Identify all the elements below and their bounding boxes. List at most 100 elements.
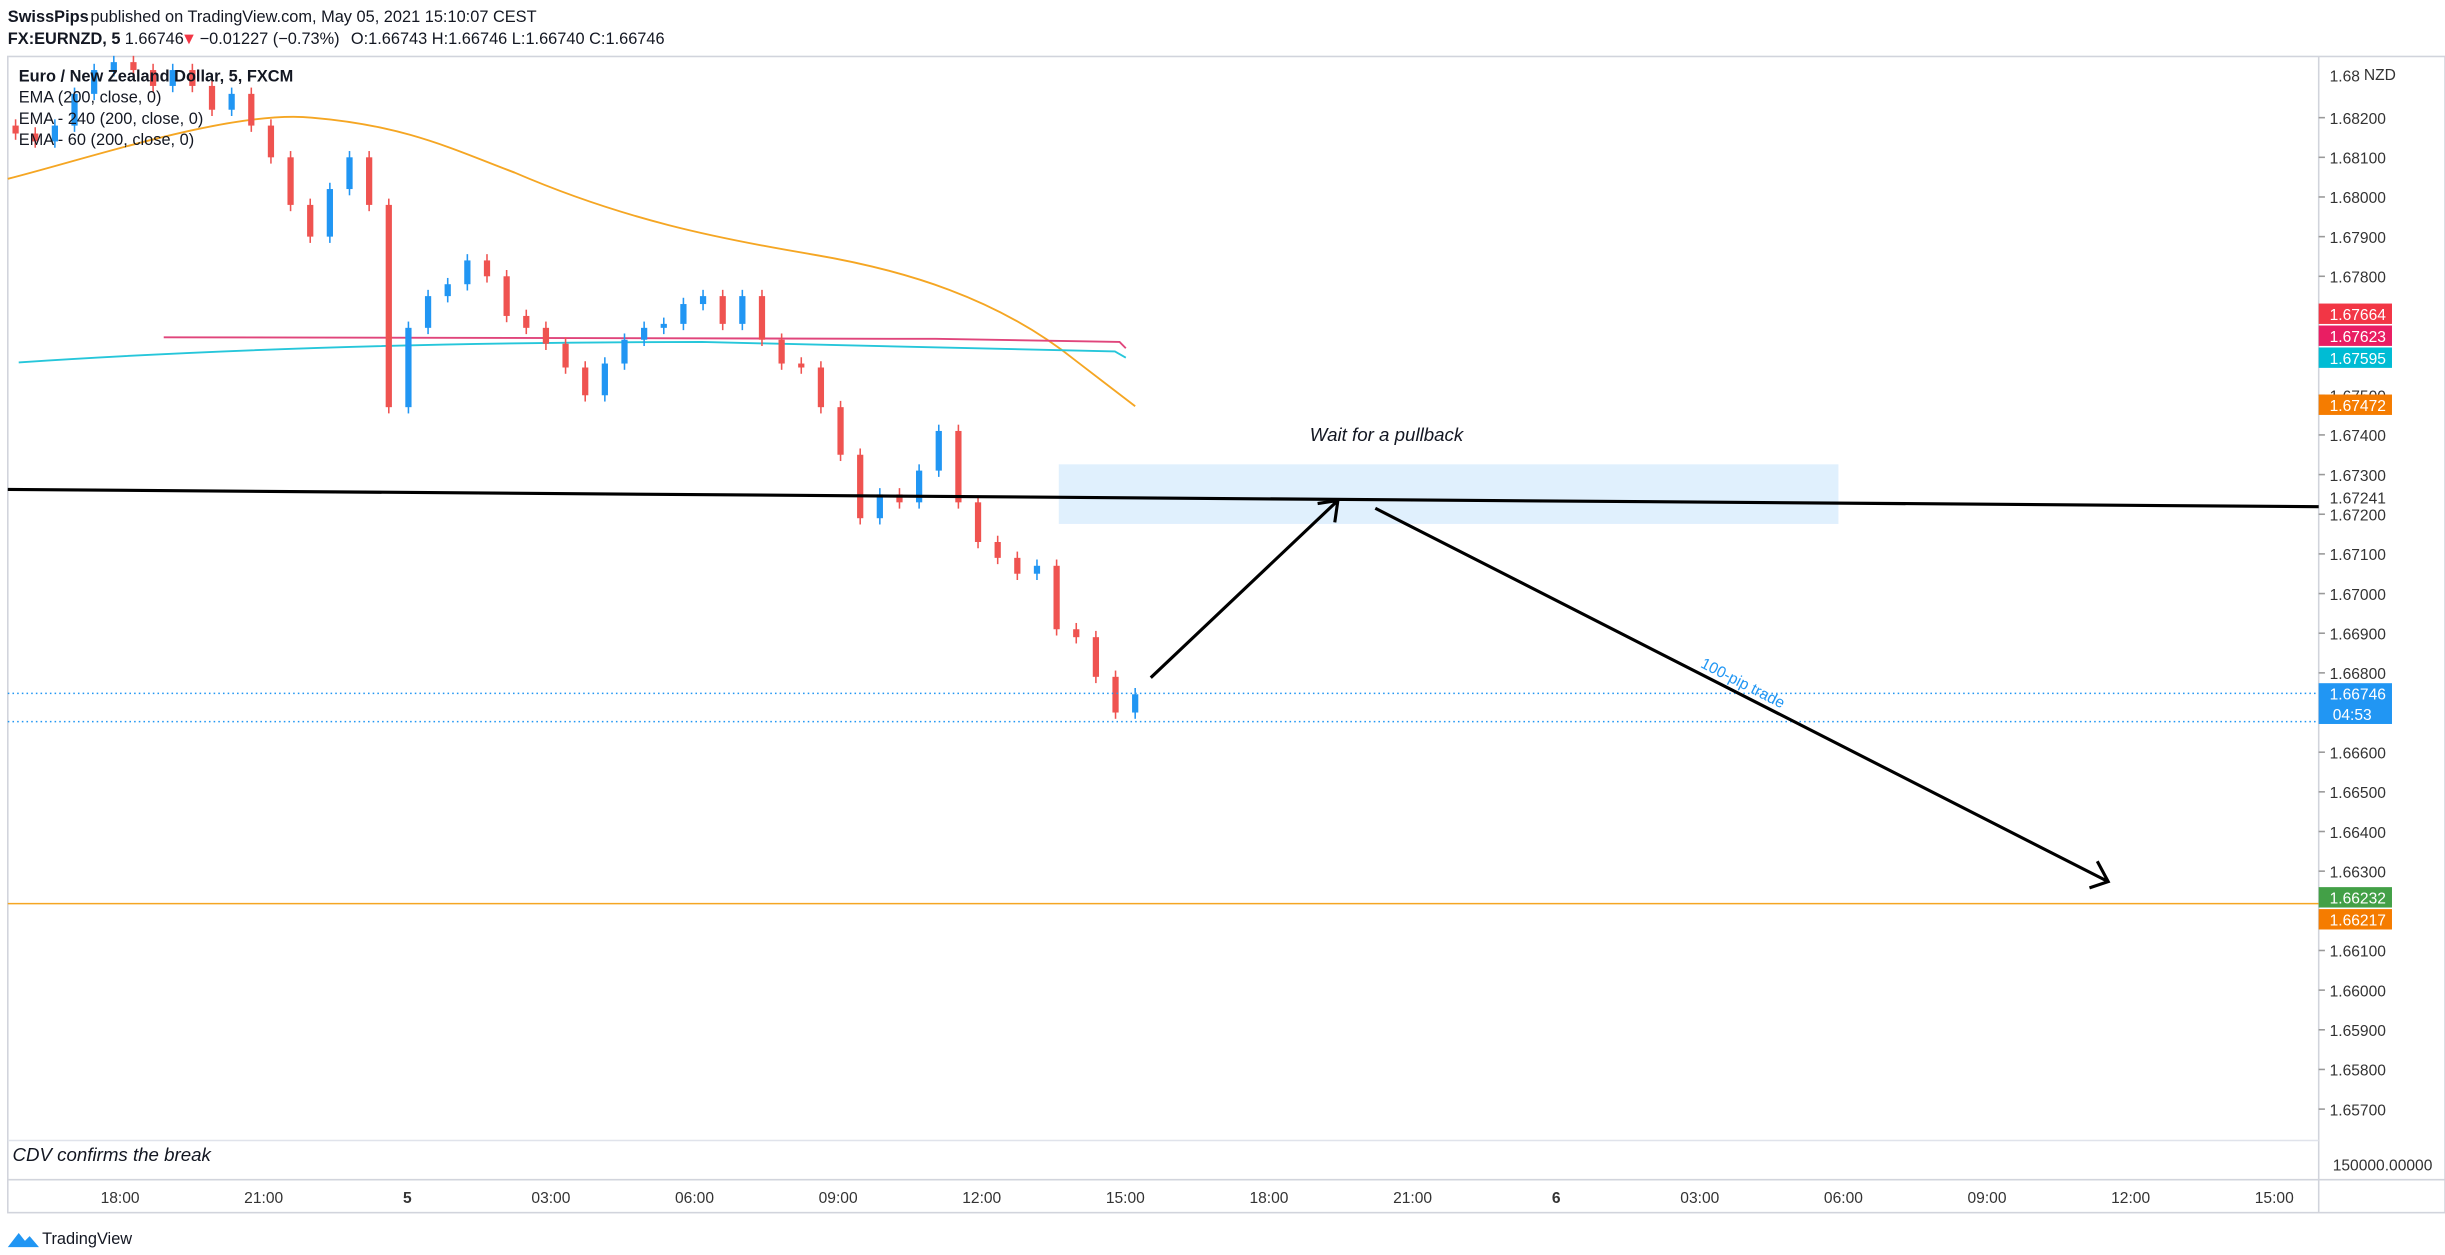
candle-body (523, 315, 530, 328)
change: −0.01227 (−0.73%) (200, 30, 340, 48)
ohlc: O:1.66743 H:1.66746 L:1.66740 C:1.66746 (351, 30, 665, 48)
time-label: 03:00 (1680, 1190, 1719, 1207)
price-tag (2318, 347, 2392, 368)
candle-body (699, 296, 707, 305)
candle-body (1073, 629, 1080, 638)
price-label: 1.68000 (2330, 190, 2387, 207)
price-tag-text: 1.66232 (2330, 891, 2386, 908)
price-label: 1.67800 (2330, 270, 2387, 287)
candle-body (798, 363, 805, 368)
candle-body (71, 93, 78, 126)
author: SwissPips (8, 8, 89, 26)
ema-orange (7, 115, 1136, 408)
candle-body (424, 296, 432, 328)
price-label: 1.66500 (2330, 785, 2387, 802)
price-label: 1.66900 (2330, 626, 2387, 643)
candle-body (994, 541, 1001, 558)
candle-body (660, 323, 667, 328)
candle-body (483, 260, 491, 277)
candle-body (1014, 557, 1021, 574)
candle-body (444, 284, 451, 297)
candle-body (915, 470, 923, 503)
candle-body (1092, 637, 1100, 677)
candle-body (739, 296, 746, 324)
candle-body (503, 276, 510, 316)
candle-body (32, 133, 39, 142)
price-label: 1.66400 (2330, 825, 2387, 842)
candle-body (935, 430, 942, 471)
time-label: 18:00 (1249, 1190, 1288, 1207)
time-label: 18:00 (101, 1190, 140, 1207)
price-label: 1.67100 (2330, 547, 2387, 564)
countdown: 04:53 (2333, 707, 2372, 724)
candle-body (1132, 694, 1139, 713)
candle-body (366, 157, 373, 205)
time-label: 15:00 (2255, 1190, 2294, 1207)
time-label: 09:00 (1968, 1190, 2007, 1207)
price-label: 1.65900 (2330, 1023, 2387, 1040)
candle-body (1112, 676, 1119, 713)
candle-body (385, 204, 392, 408)
candle-body (955, 430, 962, 503)
candle-body (169, 70, 176, 86)
price-label: 1.67900 (2330, 230, 2387, 247)
candle-body (267, 125, 275, 158)
candle-body (562, 343, 569, 368)
price-label: 1.66000 (2330, 983, 2387, 1000)
chart-frame (7, 55, 2445, 1214)
price-tag-text: 1.66746 (2330, 687, 2386, 704)
pullback-note: Wait for a pullback (1310, 424, 1465, 445)
price-top: 1.68 (2330, 69, 2361, 86)
candle-body (189, 70, 196, 86)
down-arrow-drawing (1374, 506, 2111, 890)
time-label: 15:00 (1106, 1190, 1145, 1207)
legend-entry: Euro / New Zealand Dollar, 5, FXCM (19, 68, 293, 86)
candle-body (228, 93, 235, 110)
time-label: 06:00 (675, 1190, 714, 1207)
time-label: 12:00 (962, 1190, 1001, 1207)
candle-body (876, 494, 883, 519)
time-label: 21:00 (1393, 1190, 1432, 1207)
up-arrow (1149, 498, 1340, 679)
candle-body (307, 204, 314, 237)
price-label: 1.67200 (2330, 507, 2387, 524)
price-label: 1.68200 (2330, 111, 2387, 128)
price-label: 1.65800 (2330, 1063, 2387, 1080)
time-label: 5 (403, 1190, 412, 1207)
price-axis: 1.68 NZD 1.68200 1.68100 1.68000 1.67900 1.678… (2318, 67, 2433, 1174)
candle-body (601, 363, 608, 396)
time-label: 12:00 (2111, 1190, 2150, 1207)
candle-body (110, 62, 117, 71)
candle-body (542, 327, 550, 344)
price-label: 1.67000 (2330, 587, 2387, 604)
price-tag (2318, 303, 2392, 324)
price-tag-text: 1.67623 (2330, 329, 2386, 346)
candle-body (405, 327, 412, 408)
price-tag (2318, 683, 2392, 724)
published: published on TradingView.com, May 05, 20… (90, 8, 536, 26)
time-label: 06:00 (1824, 1190, 1863, 1207)
price-label: 1.66100 (2330, 944, 2387, 961)
footer: TradingView (42, 1230, 132, 1248)
candle-body (719, 296, 726, 324)
price-tag-text: 1.67595 (2330, 351, 2387, 368)
candle-body (248, 93, 255, 126)
candle-body (12, 125, 19, 134)
candle-body (326, 189, 333, 237)
candle-body (974, 502, 982, 542)
pullback-zone (1058, 464, 1839, 524)
time-label: 6 (1552, 1190, 1561, 1207)
price-label: 1.66600 (2330, 745, 2387, 762)
time-label: 03:00 (531, 1190, 570, 1207)
candle-body (1033, 565, 1041, 574)
price-tag-text: 1.67664 (2330, 307, 2387, 324)
price-label: 1.67400 (2330, 428, 2387, 445)
candle-body (680, 304, 687, 324)
legend-entry: EMA (200, close, 0) (19, 89, 162, 107)
price-tag (2318, 909, 2392, 930)
trade-note: 100-pip trade (1698, 655, 1788, 712)
candle-body (91, 70, 98, 94)
candle-body (837, 407, 844, 455)
